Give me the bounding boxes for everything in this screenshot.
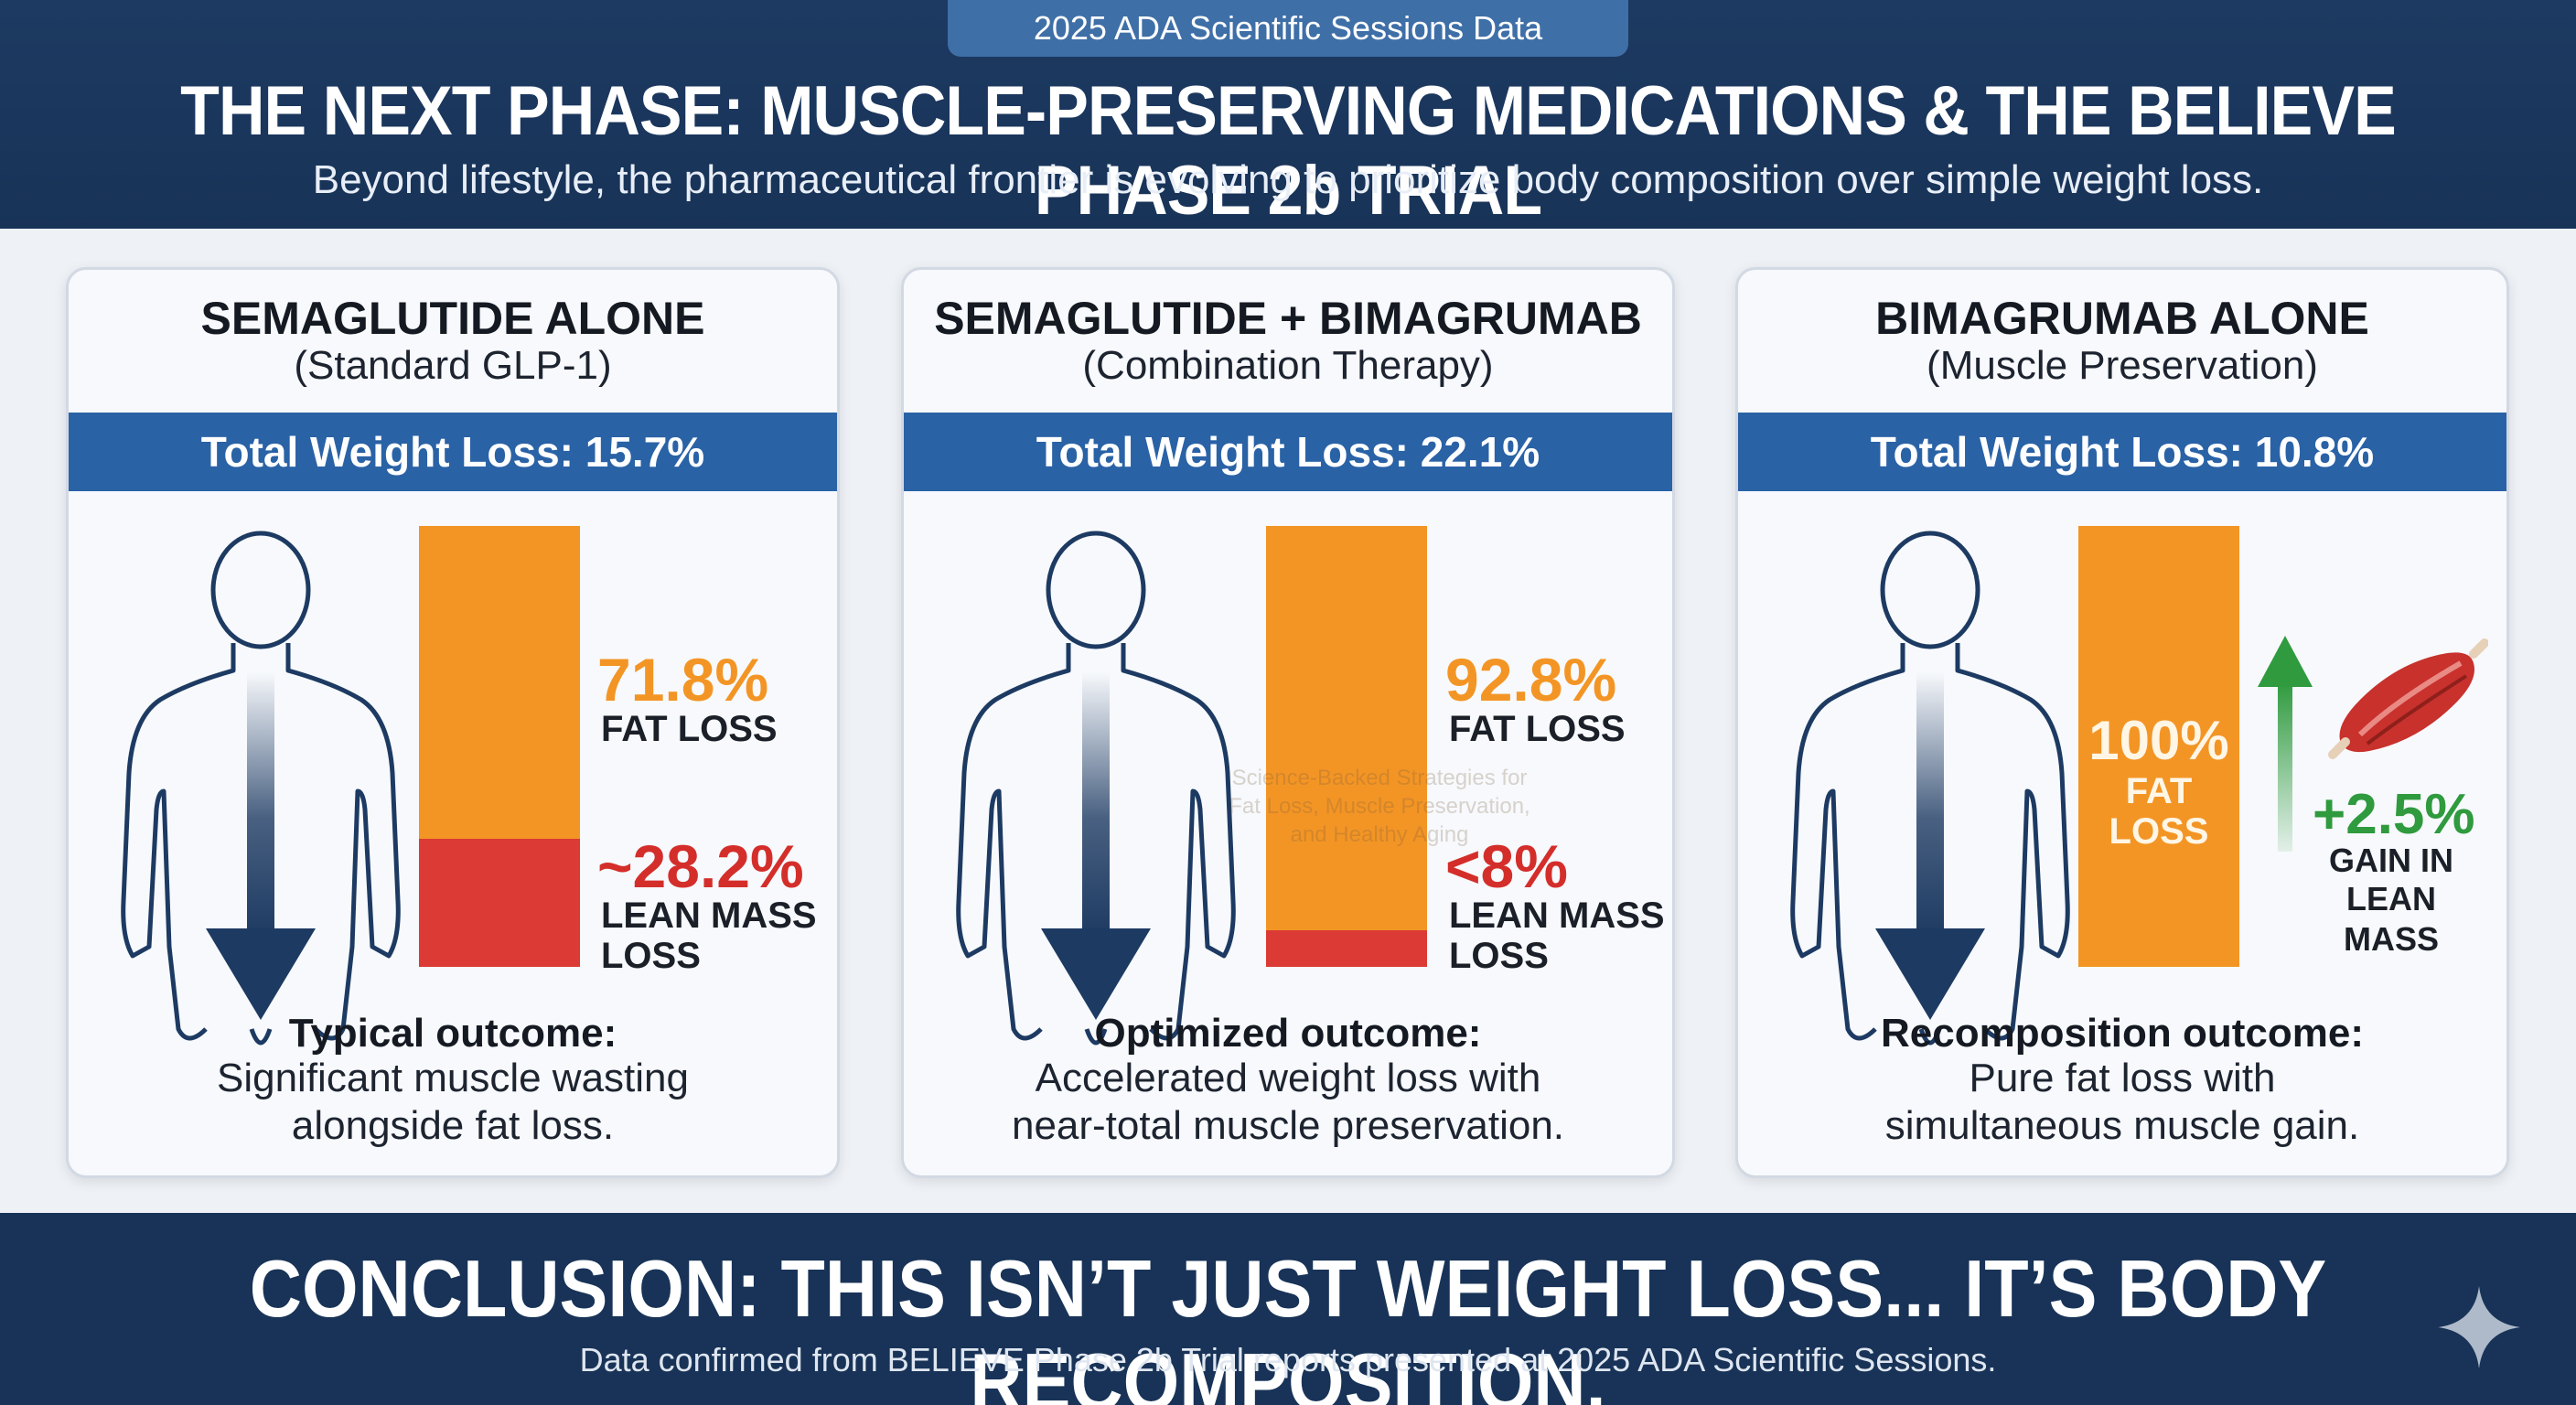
panel-title: BIMAGRUMAB ALONE (1875, 293, 2369, 344)
lean-loss-bar (1266, 930, 1427, 967)
outcome-line-1: Pure fat loss with (1969, 1056, 2276, 1100)
lean-loss-bar (419, 839, 580, 967)
lean-gain-label-2: LEAN MASS (2343, 880, 2439, 958)
panel-semaglutide-alone: SEMAGLUTIDE ALONE (Standard GLP-1) Total… (66, 267, 840, 1178)
fat-loss-label: FAT LOSS (601, 709, 778, 749)
outcome-line-2: near-total muscle preservation. (1011, 1103, 1565, 1148)
source-badge: 2025 ADA Scientific Sessions Data (948, 0, 1628, 57)
outcome-heading: Typical outcome: (288, 1011, 617, 1056)
conclusion-text: CONCLUSION: THIS ISN’T JUST WEIGHT LOSS.… (249, 1243, 2327, 1405)
lean-loss-value: <8% (1445, 832, 1568, 900)
total-weight-loss-band: Total Weight Loss: 10.8% (1738, 413, 2506, 491)
outcome-line-1: Accelerated weight loss with (1035, 1056, 1541, 1100)
panel-combination: SEMAGLUTIDE + BIMAGRUMAB (Combination Th… (901, 267, 1675, 1178)
panel-subtitle: (Muscle Preservation) (1927, 343, 2318, 388)
down-arrow-icon (1082, 672, 1110, 938)
outcome-line-2: alongside fat loss. (291, 1103, 615, 1148)
outcome-heading: Optimized outcome: (1094, 1011, 1482, 1056)
page-title: THE NEXT PHASE: MUSCLE-PRESERVING MEDICA… (180, 72, 2397, 230)
human-silhouette-icon (121, 531, 401, 1046)
panel-subtitle: (Standard GLP-1) (294, 343, 612, 388)
total-weight-loss-band: Total Weight Loss: 22.1% (904, 413, 1672, 491)
down-arrow-icon (247, 672, 274, 938)
outcome-text: Significant muscle wasting alongside fat… (69, 1055, 837, 1150)
down-arrow-icon (1916, 672, 1944, 938)
panel-subtitle: (Combination Therapy) (1082, 343, 1494, 388)
fat-loss-value: 92.8% (1445, 646, 1617, 713)
source-footnote: Data confirmed from BELIEVE Phase 2b Tri… (579, 1341, 1997, 1378)
fat-loss-bar (419, 526, 580, 839)
lean-gain-label-1: GAIN IN (2328, 842, 2453, 879)
fat-loss-bar (1266, 526, 1427, 930)
panel-title: SEMAGLUTIDE + BIMAGRUMAB (934, 293, 1642, 344)
lean-gain-value: +2.5% (2313, 783, 2475, 846)
fat-loss-value: 71.8% (597, 646, 769, 713)
header-banner: 2025 ADA Scientific Sessions Data THE NE… (0, 0, 2576, 230)
outcome-line-1: Significant muscle wasting (216, 1056, 689, 1100)
fat-loss-value: 100% (2088, 710, 2229, 771)
up-arrow-icon (2258, 636, 2313, 852)
outcome-text: Pure fat loss with simultaneous muscle g… (1738, 1055, 2506, 1150)
human-silhouette-icon (956, 531, 1236, 1046)
watermark-text: Science-Backed Strategies for Fat Loss, … (1229, 766, 1530, 847)
fat-loss-bar (2078, 526, 2239, 967)
lean-loss-label-2: LOSS (601, 936, 701, 976)
panel-bimagrumab-alone: BIMAGRUMAB ALONE (Muscle Preservation) T… (1735, 267, 2509, 1178)
page-subtitle: Beyond lifestyle, the pharmaceutical fro… (312, 157, 2264, 202)
sparkle-icon (2438, 1286, 2520, 1368)
lean-loss-value: ~28.2% (597, 832, 804, 900)
footer-banner: CONCLUSION: THIS ISN’T JUST WEIGHT LOSS.… (0, 1213, 2576, 1405)
fat-loss-label: FAT LOSS (2109, 771, 2209, 852)
panel-title: SEMAGLUTIDE ALONE (200, 293, 705, 344)
outcome-line-2: simultaneous muscle gain. (1884, 1103, 2360, 1148)
outcome-heading: Recomposition outcome: (1880, 1011, 2365, 1056)
lean-loss-label-2: LOSS (1449, 936, 1549, 976)
lean-loss-label-1: LEAN MASS (601, 896, 817, 936)
muscle-icon (2328, 638, 2488, 759)
human-silhouette-icon (1790, 531, 2070, 1046)
total-weight-loss-band: Total Weight Loss: 15.7% (69, 413, 837, 491)
lean-loss-label-1: LEAN MASS (1449, 896, 1665, 936)
fat-loss-label: FAT LOSS (1449, 709, 1626, 749)
outcome-text: Accelerated weight loss with near-total … (904, 1055, 1672, 1150)
